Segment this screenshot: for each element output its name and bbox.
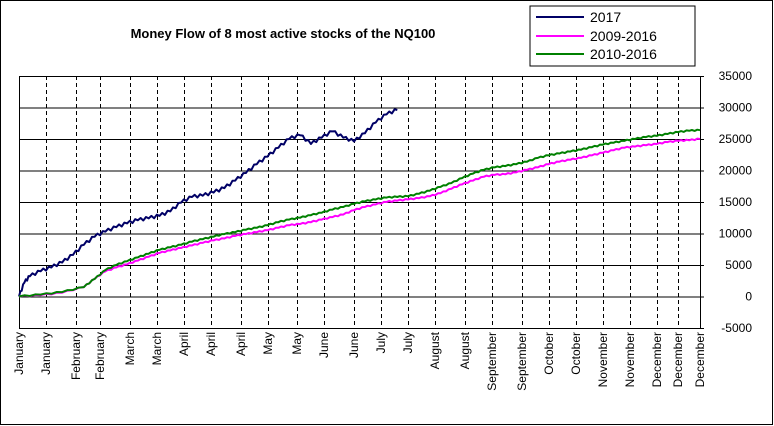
x-tick-label: December [693, 332, 707, 387]
x-tick-label: April [234, 332, 248, 356]
legend-label-2010-2016: 2010-2016 [590, 46, 657, 62]
x-tick-label: September [485, 332, 499, 391]
series-line-2010-2016 [18, 128, 701, 298]
y-tick-label: 35000 [719, 69, 753, 83]
legend-label-2009-2016: 2009-2016 [590, 28, 657, 44]
x-axis-ticks: January January February February March March… [12, 331, 707, 390]
series-line-2009-2016 [18, 137, 701, 298]
x-tick-label: September [515, 332, 529, 391]
x-tick-label: March [150, 332, 164, 365]
x-tick-label: July [374, 332, 388, 353]
y-tick-label: 25000 [719, 132, 753, 146]
series-layer [18, 108, 701, 298]
legend-label-2017: 2017 [590, 9, 621, 25]
x-tick-label: October [569, 332, 583, 375]
series-line-2017 [18, 108, 398, 297]
y-tick-label: 10000 [719, 227, 753, 241]
x-tick-label: January [12, 332, 26, 375]
x-tick-label: July [401, 332, 415, 353]
y-tick-label: 15000 [719, 195, 753, 209]
x-tick-label: March [123, 332, 137, 365]
x-tick-label: June [317, 332, 331, 358]
x-tick-label: May [261, 332, 275, 355]
y-tick-label: 5000 [725, 258, 752, 272]
x-tick-label: January [39, 332, 53, 375]
legend: 2017 2009-2016 2010-2016 [529, 5, 696, 67]
x-tick-label: November [596, 332, 610, 387]
x-tick-label: December [650, 332, 664, 387]
chart-title: Money Flow of 8 most active stocks of th… [131, 26, 436, 41]
x-tick-label: April [177, 332, 191, 356]
x-tick-label: August [458, 331, 472, 369]
x-tick-label: April [204, 332, 218, 356]
x-tick-label: February [69, 332, 83, 380]
x-tick-label: December [671, 332, 685, 387]
y-tick-label: 30000 [719, 101, 753, 115]
y-tick-label: 0 [745, 290, 752, 304]
x-tick-label: August [428, 331, 442, 369]
y-tick-label: -5000 [721, 321, 752, 335]
x-tick-label: February [93, 332, 107, 380]
x-tick-label: November [623, 332, 637, 387]
y-tick-label: 20000 [719, 164, 753, 178]
grid-layer [19, 76, 701, 329]
x-tick-label: June [347, 332, 361, 358]
x-tick-label: May [290, 332, 304, 355]
y-axis-ticks: 35000 30000 25000 20000 15000 10000 5000 0 -5000 [700, 69, 752, 335]
x-tick-label: October [542, 332, 556, 375]
